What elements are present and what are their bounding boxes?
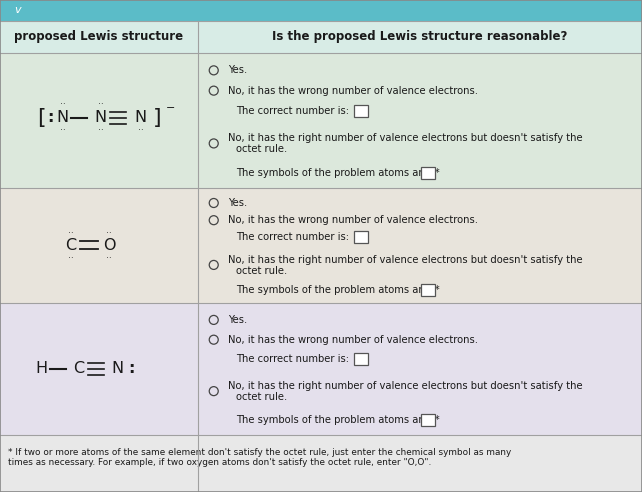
Text: The symbols of the problem atoms are: *: The symbols of the problem atoms are: * [236, 168, 440, 178]
Text: The correct number is:: The correct number is: [236, 354, 349, 365]
Text: O: O [103, 238, 115, 253]
Text: ··: ·· [60, 100, 65, 109]
FancyBboxPatch shape [421, 414, 435, 426]
Text: ··: ·· [60, 126, 65, 135]
Text: Yes.: Yes. [228, 65, 247, 75]
Text: :: : [47, 110, 53, 125]
Text: No, it has the wrong number of valence electrons.: No, it has the wrong number of valence e… [228, 86, 478, 95]
FancyBboxPatch shape [0, 21, 642, 53]
Text: N: N [111, 361, 123, 376]
Text: Is the proposed Lewis structure reasonable?: Is the proposed Lewis structure reasonab… [272, 30, 568, 43]
Text: octet rule.: octet rule. [236, 145, 287, 154]
Text: ··: ·· [98, 100, 104, 109]
Text: v: v [15, 5, 21, 15]
Text: C: C [73, 361, 85, 376]
FancyBboxPatch shape [354, 105, 368, 117]
FancyBboxPatch shape [0, 188, 642, 303]
Text: No, it has the right number of valence electrons but doesn't satisfy the: No, it has the right number of valence e… [228, 381, 582, 391]
Text: ]: ] [153, 108, 162, 128]
Text: * If two or more atoms of the same element don't satisfy the octet rule, just en: * If two or more atoms of the same eleme… [8, 448, 511, 467]
FancyBboxPatch shape [0, 0, 642, 21]
FancyBboxPatch shape [0, 303, 642, 434]
Text: −: − [166, 103, 175, 113]
Text: ··: ·· [68, 254, 74, 263]
Text: No, it has the wrong number of valence electrons.: No, it has the wrong number of valence e… [228, 335, 478, 345]
Text: The symbols of the problem atoms are: *: The symbols of the problem atoms are: * [236, 285, 440, 295]
Text: The correct number is:: The correct number is: [236, 232, 349, 243]
FancyBboxPatch shape [421, 284, 435, 296]
Text: The symbols of the problem atoms are: *: The symbols of the problem atoms are: * [236, 415, 440, 425]
Text: No, it has the right number of valence electrons but doesn't satisfy the: No, it has the right number of valence e… [228, 255, 582, 265]
FancyBboxPatch shape [354, 231, 368, 244]
Text: octet rule.: octet rule. [236, 266, 287, 276]
Text: H: H [35, 361, 47, 376]
Text: ··: ·· [98, 126, 104, 135]
Text: ··: ·· [106, 254, 112, 263]
Text: Yes.: Yes. [228, 198, 247, 208]
Text: :: : [128, 361, 134, 376]
Text: ··: ·· [106, 229, 112, 238]
FancyBboxPatch shape [0, 434, 642, 492]
Text: N: N [95, 110, 107, 125]
Text: ··: ·· [138, 126, 144, 135]
Text: ··: ·· [68, 229, 74, 238]
FancyBboxPatch shape [354, 353, 368, 366]
Text: The correct number is:: The correct number is: [236, 106, 349, 116]
Text: proposed Lewis structure: proposed Lewis structure [14, 30, 184, 43]
FancyBboxPatch shape [0, 53, 642, 188]
FancyBboxPatch shape [421, 167, 435, 179]
Text: No, it has the right number of valence electrons but doesn't satisfy the: No, it has the right number of valence e… [228, 133, 582, 144]
Text: octet rule.: octet rule. [236, 392, 287, 402]
Text: No, it has the wrong number of valence electrons.: No, it has the wrong number of valence e… [228, 215, 478, 225]
Text: N: N [56, 110, 69, 125]
Text: N: N [135, 110, 147, 125]
Text: Yes.: Yes. [228, 315, 247, 325]
Text: [: [ [37, 108, 46, 128]
Text: C: C [65, 238, 76, 253]
